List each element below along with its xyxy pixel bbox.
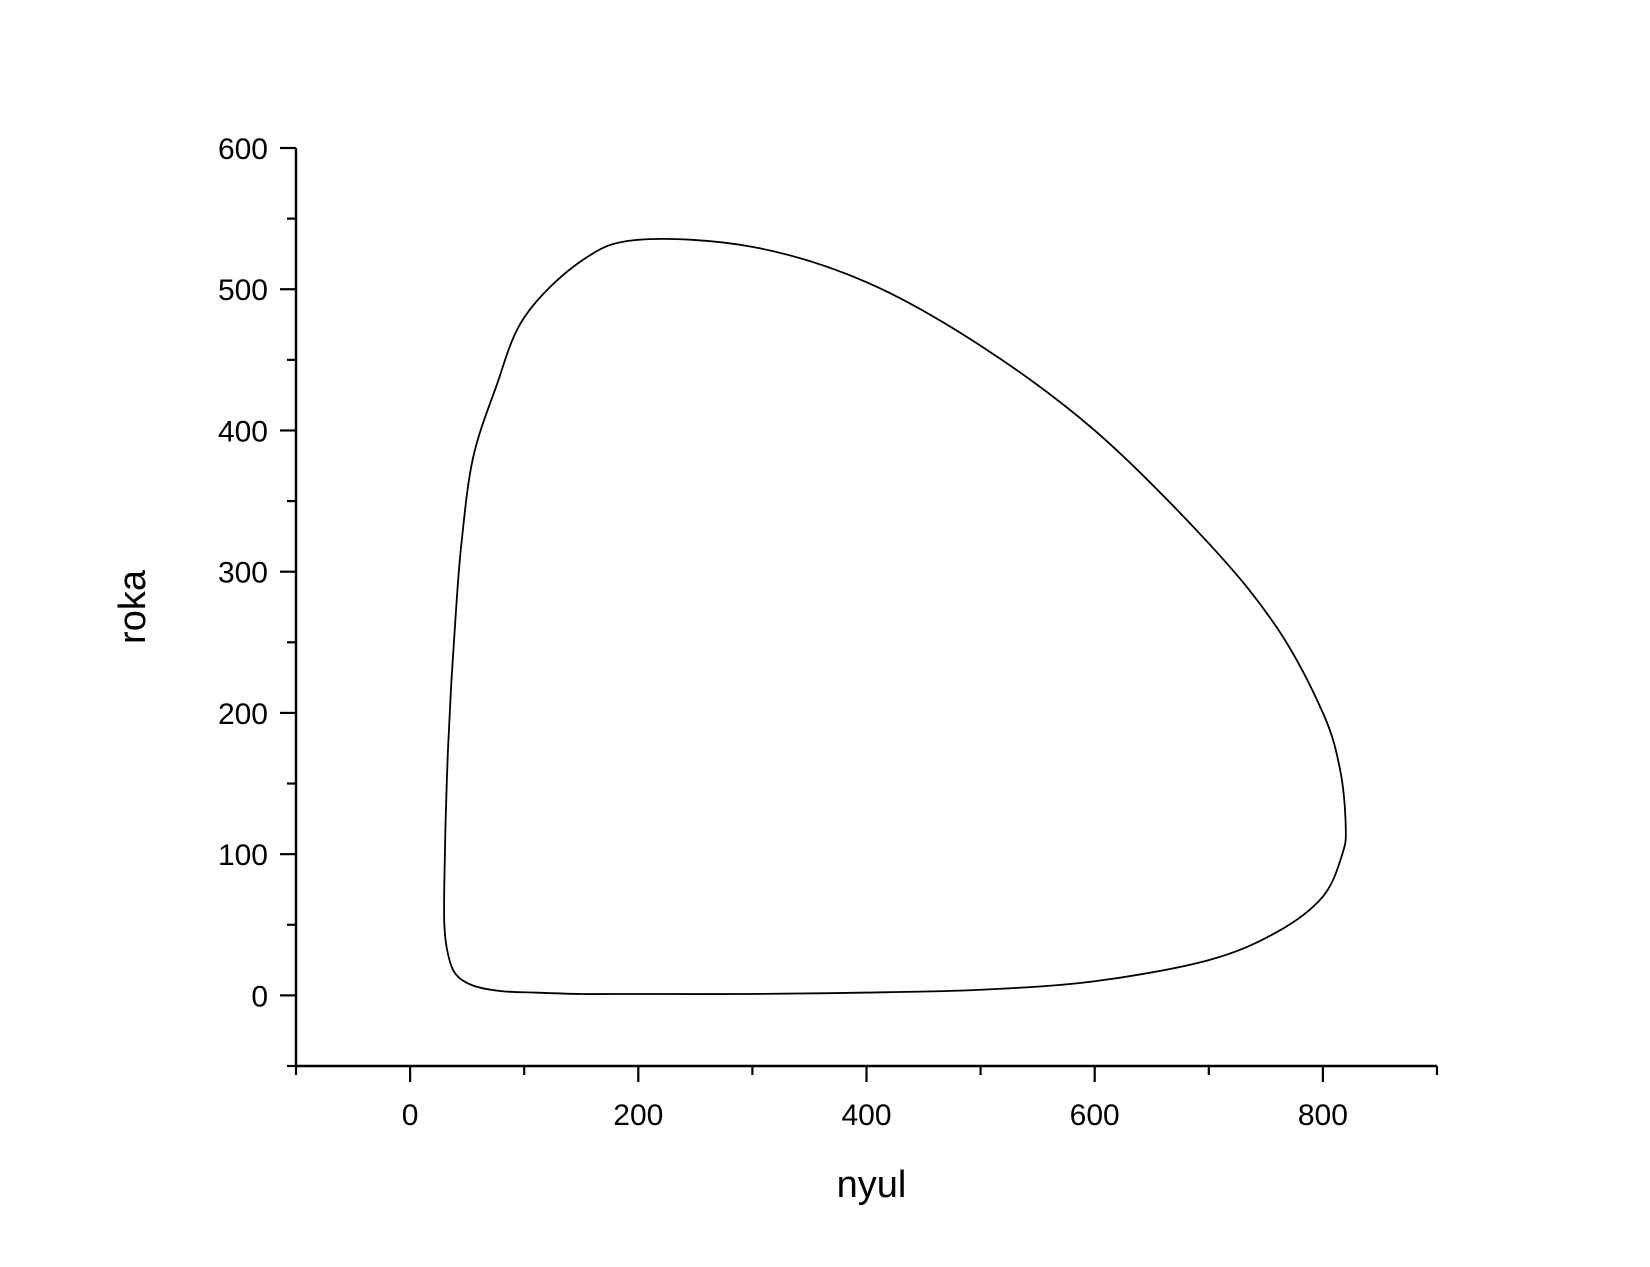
x-tick-label: 0: [402, 1099, 419, 1132]
x-tick-label: 200: [613, 1099, 663, 1132]
axes: [294, 148, 1437, 1068]
x-tick-label: 400: [841, 1099, 891, 1132]
x-tick-label: 600: [1070, 1099, 1120, 1132]
y-tick-label: 400: [218, 415, 268, 448]
y-tick-label: 300: [218, 557, 268, 590]
ticks: [280, 146, 1439, 1082]
tick-labels: 0 200 400 600 800 0 100 200 300 400 500 600: [218, 133, 1348, 1132]
y-tick-label: 500: [218, 274, 268, 307]
x-tick-label: 800: [1298, 1099, 1348, 1132]
y-tick-label: 100: [218, 839, 268, 872]
y-axis-title: roka: [112, 569, 154, 644]
y-tick-label: 600: [218, 133, 268, 166]
y-tick-label: 0: [251, 980, 268, 1013]
x-axis-title: nyul: [837, 1164, 907, 1206]
y-tick-label: 200: [218, 698, 268, 731]
series-line: [443, 238, 1347, 995]
